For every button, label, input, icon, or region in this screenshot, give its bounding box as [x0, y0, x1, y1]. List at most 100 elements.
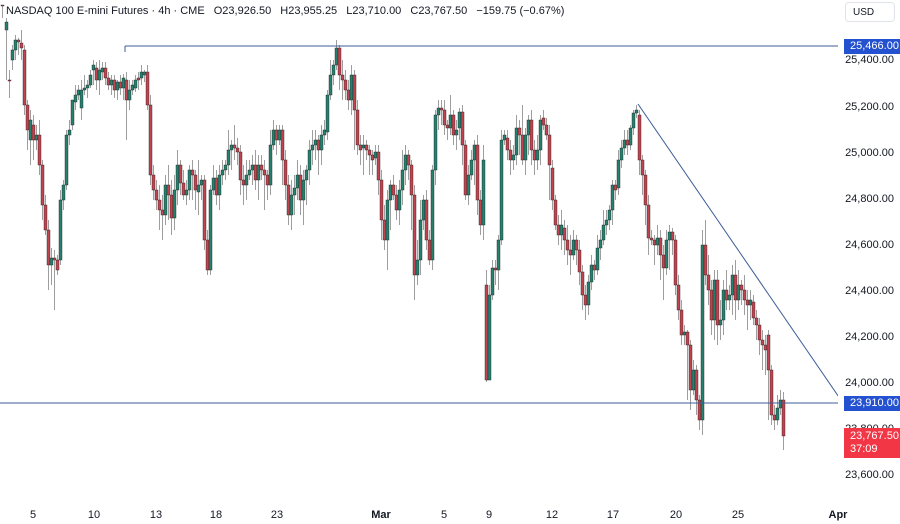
candle-down: [574, 239, 579, 251]
candle-up: [244, 174, 249, 186]
candle-up: [34, 134, 39, 141]
last-price-label: 23,767.50 37:09: [844, 428, 900, 458]
chart-pane[interactable]: [0, 0, 838, 506]
candle-up: [499, 139, 504, 241]
candle-up: [712, 279, 717, 321]
candle-down: [703, 244, 708, 276]
candle-down: [346, 89, 351, 101]
candle-down: [157, 199, 162, 211]
candle-up: [310, 144, 315, 151]
candle-up: [73, 94, 78, 103]
candle-up: [487, 294, 492, 381]
candle-up: [559, 224, 564, 236]
price-axis[interactable]: 25,400.00 25,200.00 25,000.00 24,800.00 24,6…: [838, 0, 900, 524]
time-tick: 23: [270, 509, 284, 521]
candle-down: [235, 147, 240, 153]
currency-selector-button[interactable]: USD: [845, 2, 895, 22]
candle-up: [535, 149, 540, 161]
candle-up: [271, 129, 276, 146]
ohlc-high: H23,955.25: [280, 5, 338, 17]
candle-up: [526, 119, 531, 136]
candle-down: [478, 199, 483, 226]
candle-up: [682, 331, 687, 336]
candle-down: [577, 249, 582, 273]
candle-down: [508, 149, 513, 161]
candle-up: [457, 111, 462, 129]
candle-down: [649, 237, 654, 241]
candle-down: [754, 317, 759, 326]
candle-down: [553, 199, 558, 226]
candle-up: [610, 184, 615, 211]
ohlc-low: L23,710.00: [346, 5, 402, 17]
candle-up: [511, 154, 516, 161]
candle-up: [496, 239, 501, 271]
candle-up: [292, 187, 297, 196]
descending-trendline[interactable]: [637, 103, 838, 403]
time-tick: 5: [29, 509, 37, 521]
candle-down: [166, 184, 171, 196]
bar-countdown: 37:09: [850, 443, 878, 455]
candle-down: [154, 189, 159, 201]
time-axis[interactable]: 5 10 13 18 23 Mar 5 9 12 17 20 25 Apr: [0, 506, 848, 524]
last-price-value: 23,767.50: [850, 430, 899, 442]
candle-down: [643, 174, 648, 206]
candle-down: [340, 74, 345, 81]
candle-up: [67, 129, 72, 136]
candle-down: [31, 124, 36, 141]
candle-down: [391, 184, 396, 196]
candle-up: [586, 281, 591, 306]
candle-up: [430, 169, 435, 261]
candle-down: [37, 134, 42, 166]
candle-down: [475, 144, 480, 201]
price-tick: 25,400.00: [845, 54, 894, 66]
candle-up: [436, 107, 441, 116]
candle-up: [385, 199, 390, 241]
candle-down: [241, 179, 246, 186]
candle-up: [325, 94, 330, 133]
candle-down: [7, 79, 12, 82]
candle-down: [760, 339, 765, 346]
candle-up: [13, 39, 18, 51]
candle-down: [343, 79, 348, 91]
candle-down: [19, 42, 24, 49]
candle-down: [520, 134, 525, 161]
candle-down: [124, 79, 129, 101]
candle-up: [127, 89, 132, 101]
candle-down: [286, 184, 291, 216]
candle-up: [589, 264, 594, 283]
candle-up: [718, 319, 723, 326]
candle-up: [289, 194, 294, 216]
candle-down: [40, 164, 45, 206]
candle-up: [220, 169, 225, 176]
candle-down: [583, 294, 588, 306]
candle-down: [265, 174, 270, 186]
candle-up: [616, 159, 621, 189]
candle-down: [568, 249, 573, 256]
candle-up: [175, 164, 180, 191]
candle-up: [163, 184, 168, 216]
candle-down: [772, 414, 777, 421]
candle-up: [322, 129, 327, 136]
chart-legend: NASDAQ 100 E-mini Futures · 4h · CME O23…: [6, 5, 570, 17]
candle-up: [304, 169, 309, 181]
candle-up: [268, 144, 273, 186]
candle-down: [379, 179, 384, 221]
candle-up: [247, 169, 252, 176]
candle-down: [46, 229, 51, 266]
candle-down: [181, 182, 186, 196]
candle-up: [514, 127, 519, 156]
time-tick: Apr: [828, 509, 848, 521]
candle-up: [331, 64, 336, 76]
candle-down: [367, 149, 372, 156]
candle-up: [373, 151, 378, 159]
candle-up: [421, 199, 426, 221]
candle-up: [664, 239, 669, 269]
candle-down: [280, 129, 285, 161]
candle-down: [190, 169, 195, 176]
candle-down: [136, 77, 141, 81]
candle-down: [565, 239, 570, 251]
candle-down: [757, 324, 762, 341]
candle-down: [613, 184, 618, 191]
candle-down: [676, 284, 681, 311]
candle-down: [43, 204, 48, 231]
